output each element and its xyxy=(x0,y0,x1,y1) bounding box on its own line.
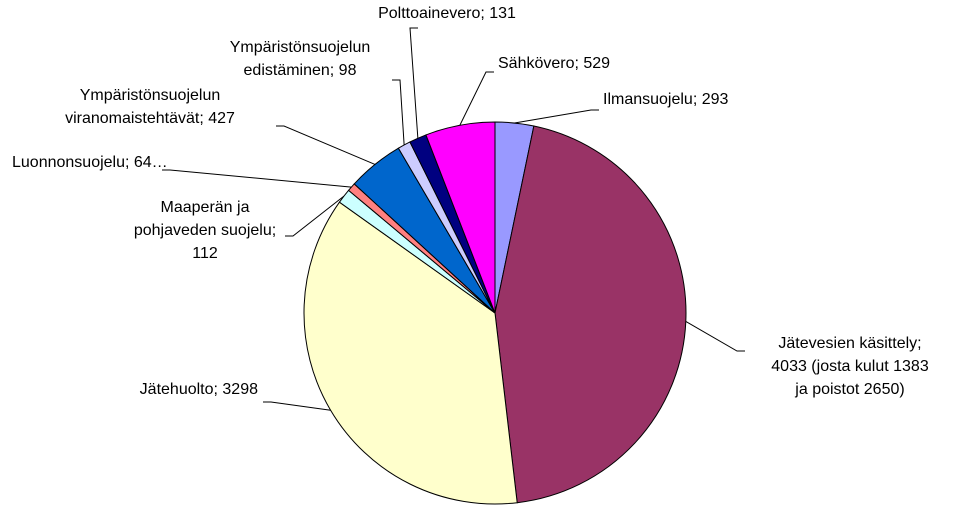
leader-line xyxy=(276,125,376,165)
leader-line xyxy=(514,109,599,124)
leader-line xyxy=(392,79,405,146)
slice-label: Sähkövero; 529 xyxy=(498,55,610,72)
leader-line xyxy=(459,71,494,126)
pie-slice xyxy=(494,125,687,504)
pie-slice xyxy=(303,201,518,505)
leader-line xyxy=(409,27,419,139)
slice-label: Ilmansuojelu; 293 xyxy=(603,91,729,108)
leaders xyxy=(162,27,745,411)
slice-label: Jätevesien käsittely; 4033 (josta kulut 1… xyxy=(771,335,929,398)
slice-label: Ympäristönsuojelun edistäminen; 98 xyxy=(230,39,371,79)
slice-label: Ympäristönsuojelun viranomaistehtävät; 42… xyxy=(65,87,235,127)
slice-label: Luonnonsuojelu; 64… xyxy=(12,154,168,171)
pie-slice xyxy=(425,121,496,314)
slices xyxy=(303,121,687,505)
slice-label: Polttoainevero; 131 xyxy=(378,5,516,22)
slice-label: Maaperän ja pohjaveden suojelu; 112 xyxy=(134,199,276,262)
leader-line xyxy=(685,321,745,352)
leader-line xyxy=(162,169,352,188)
leader-line xyxy=(285,195,345,237)
slice-label: Jätehuolto; 3298 xyxy=(140,381,258,398)
leader-line xyxy=(263,401,331,411)
